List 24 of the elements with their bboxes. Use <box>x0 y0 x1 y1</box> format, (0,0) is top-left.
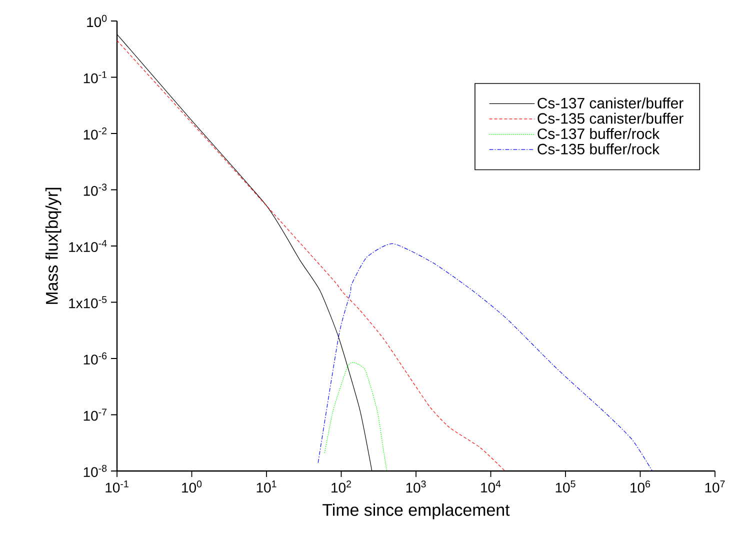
y-tick-label: 10$^{-1}$ <box>84 71 107 84</box>
x-tick-label: 10$^{0}$ <box>182 480 202 493</box>
y-tick-label: 10$^{-3}$ <box>84 184 107 196</box>
legend-label: Cs-137 canister/buffer <box>538 97 684 108</box>
legend-label: Cs-135 canister/buffer <box>538 112 684 124</box>
y-tick-label: 10$^{0}$ <box>87 14 107 28</box>
y-tick-label: 10$^{-7}$ <box>84 408 107 421</box>
x-tick-label: 10$^{7}$ <box>705 480 725 493</box>
y-tick-label: 1x10$^{-5}$ <box>69 296 107 308</box>
legend-label: Cs-137 buffer/rock <box>538 128 660 140</box>
x-axis-title: Time since emplacement <box>322 504 510 520</box>
y-tick-label: 10$^{-6}$ <box>84 352 107 365</box>
x-tick-label: 10$^{5}$ <box>556 480 576 493</box>
y-tick-label: 10$^{-2}$ <box>84 127 107 140</box>
x-tick-label: 10$^{-1}$ <box>106 480 128 493</box>
y-tick-label: 10$^{-8}$ <box>84 464 107 478</box>
legend-label: Cs-135 buffer/rock <box>538 143 660 154</box>
x-tick-label: 10$^{3}$ <box>406 480 426 493</box>
x-tick-label: 10$^{2}$ <box>332 480 351 493</box>
y-axis-title: Mass flux[bq/yr] <box>45 188 62 304</box>
x-tick-label: 10$^{6}$ <box>630 480 650 493</box>
y-tick-label: 1x10$^{-4}$ <box>69 240 107 252</box>
x-tick-label: 10$^{4}$ <box>481 480 501 493</box>
x-tick-label: 10$^{1}$ <box>256 480 276 493</box>
